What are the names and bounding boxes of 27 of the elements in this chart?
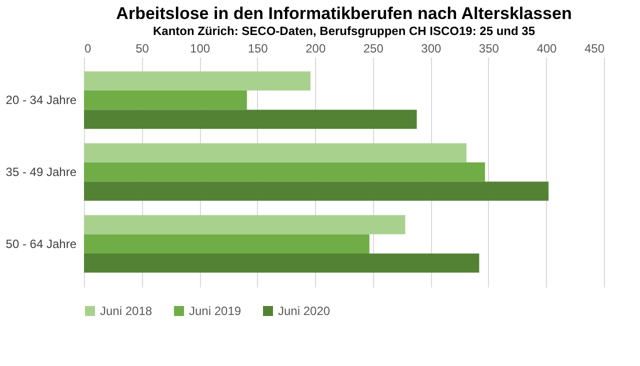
x-tick-label: 50: [136, 42, 150, 56]
x-tick-label: 350: [478, 42, 500, 56]
chart-title: Arbeitslose in den Informatikberufen nach Altersklassen: [116, 4, 572, 23]
x-tick-label: 450: [584, 42, 605, 56]
legend-label: Juni 2018: [100, 304, 152, 318]
x-tick-label: 300: [421, 42, 442, 56]
x-tick-label: 200: [306, 42, 326, 56]
bar: [84, 253, 480, 273]
x-tick-label: 250: [363, 42, 384, 56]
bar: [84, 90, 247, 110]
y-tick-label: 35 - 49 Jahre: [6, 165, 77, 179]
bar: [84, 143, 466, 162]
y-tick-label: 20 - 34 Jahre: [6, 93, 77, 108]
bar: [84, 182, 549, 201]
bar: [84, 110, 417, 129]
y-tick-label: 50 - 64 Jahre: [6, 236, 77, 251]
x-tick-label: 400: [536, 42, 558, 56]
x-tick-label: 150: [248, 42, 268, 56]
x-tick-label: 100: [190, 42, 210, 56]
legend-label: Juni 2020: [278, 304, 330, 318]
bar: [84, 71, 310, 91]
bar: [84, 162, 485, 182]
bar: [84, 234, 370, 254]
chart-subtitle: Kanton Zürich: SECO-Daten, Berufsgruppen CH ISCO19: 25 und 35: [152, 24, 536, 38]
x-tick-label: 0: [84, 42, 92, 56]
bar: [84, 215, 406, 234]
legend-label: Juni 2019: [189, 304, 242, 318]
